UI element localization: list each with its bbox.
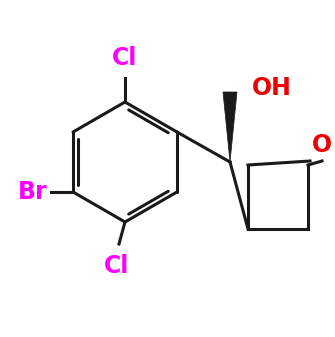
Text: Cl: Cl [112, 46, 138, 70]
Text: Cl: Cl [104, 254, 130, 278]
Text: O: O [312, 133, 332, 157]
Text: Br: Br [17, 180, 47, 204]
Text: OH: OH [252, 76, 292, 100]
Polygon shape [223, 92, 237, 162]
